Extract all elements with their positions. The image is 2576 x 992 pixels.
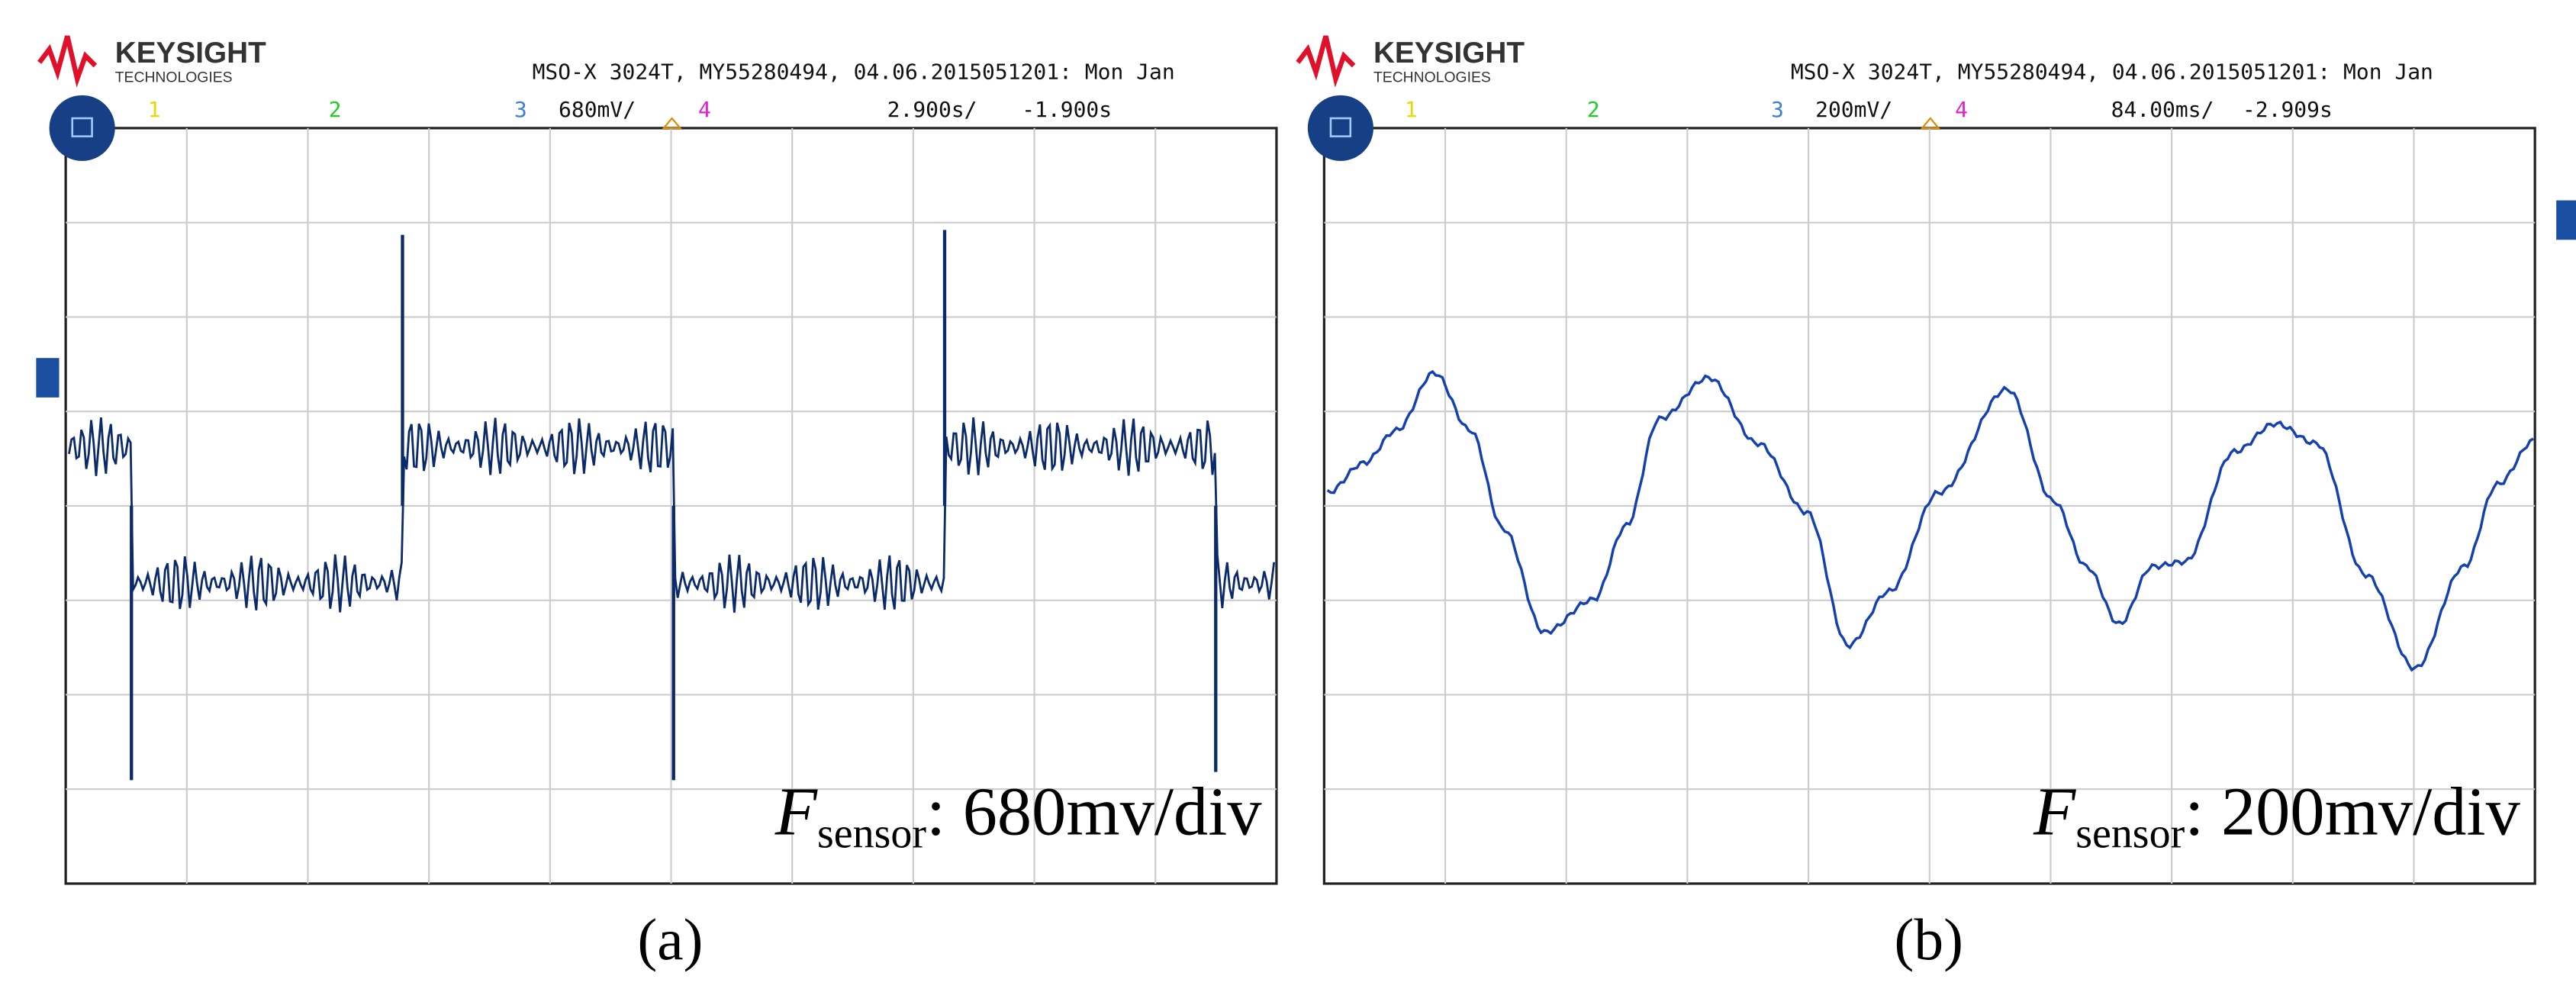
instrument-info: MSO-X 3024T, MY55280494, 04.06.201505120…: [533, 59, 1175, 84]
label-variable: F: [774, 772, 818, 849]
volts-per-div: 200mV/: [1815, 97, 1892, 122]
menu-icon: [1329, 117, 1352, 137]
waveform: [1326, 369, 2534, 672]
scale-label: Fsensor: 680mv/div: [774, 772, 1263, 857]
channel-number: 1: [148, 97, 161, 122]
brand: KEYSIGHT: [1373, 37, 1525, 69]
delay: -1.900s: [1022, 97, 1112, 122]
waveform: [68, 417, 1276, 613]
label-variable: F: [2033, 772, 2076, 849]
channel-marker: [2556, 200, 2576, 240]
label-rest: : 200mv/div: [2185, 772, 2520, 849]
menu-button: [49, 95, 115, 161]
instrument-info: MSO-X 3024T, MY55280494, 04.06.201505120…: [1791, 59, 2433, 84]
logo-wave: [37, 35, 98, 88]
volts-per-div: 680mV/: [559, 97, 636, 122]
brand-sub: TECHNOLOGIES: [115, 69, 233, 86]
channel-marker: [36, 358, 60, 398]
scale-label: Fsensor: 200mv/div: [2033, 772, 2521, 857]
label-subscript: sensor: [817, 810, 926, 858]
caption: (a): [637, 907, 703, 972]
time-per-div: 84.00ms/: [2111, 97, 2214, 122]
channel-number: 3: [1771, 97, 1784, 122]
label-rest: : 680mv/div: [926, 772, 1262, 849]
brand-sub: TECHNOLOGIES: [1373, 69, 1491, 86]
logo-wave: [1296, 35, 1356, 88]
menu-button: [1307, 95, 1373, 161]
channel-number: 3: [514, 97, 527, 122]
trigger-marker: [1920, 117, 1940, 129]
time-per-div: 2.900s/: [887, 97, 977, 122]
channel-number: 2: [329, 97, 342, 122]
channel-number: 1: [1405, 97, 1418, 122]
channel-number: 4: [1955, 97, 1968, 122]
trigger-marker: [662, 117, 682, 129]
menu-icon: [71, 117, 93, 137]
channel-number: 4: [698, 97, 711, 122]
caption: (b): [1895, 907, 1963, 972]
brand: KEYSIGHT: [115, 37, 266, 69]
label-subscript: sensor: [2075, 810, 2185, 858]
delay: -2.909s: [2243, 97, 2333, 122]
channel-number: 2: [1587, 97, 1600, 122]
